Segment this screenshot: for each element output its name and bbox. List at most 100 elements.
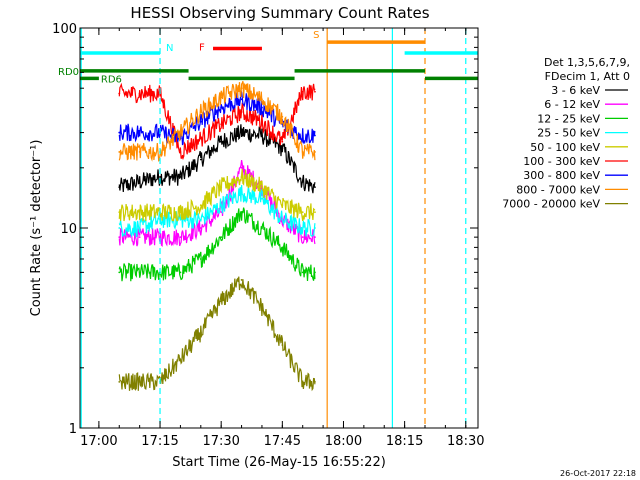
- series-800-7000-kev-point: [314, 151, 316, 153]
- series-7000-20000-kev-point: [179, 358, 182, 361]
- footer-date: 26-Oct-2017 22:18: [560, 469, 636, 478]
- series-7000-20000-kev-point: [281, 344, 284, 346]
- series-12-25-kev-point: [199, 258, 202, 260]
- series-25-50-kev-point: [301, 227, 304, 229]
- series-12-25-kev-point: [240, 211, 243, 214]
- legend-entry-label: 50 - 100 keV: [530, 141, 600, 154]
- series-3-6-kev-point: [314, 186, 316, 189]
- series-3-6-kev-point: [261, 134, 263, 137]
- legend-entry-label: 7000 - 20000 keV: [502, 198, 600, 211]
- series-25-50-kev-point: [199, 218, 202, 221]
- axis-layer: 17:00 17:15 17:30 17:45 18:00 18:15 18:30 1 10 10…: [52, 22, 484, 449]
- series-50-100-kev-point: [314, 211, 316, 214]
- series-25-50-kev-point: [281, 218, 284, 221]
- legend-entry-label: 25 - 50 keV: [537, 127, 600, 140]
- series-100-300-kev-point: [199, 137, 202, 140]
- series-6-12-kev-point: [240, 166, 243, 169]
- series-300-800-kev-point: [301, 134, 304, 137]
- x-tick-label: 17:45: [264, 434, 301, 449]
- series-50-100-kev-point: [138, 211, 141, 214]
- series-12-25-kev-point: [281, 246, 284, 249]
- flag-label-f: F: [199, 42, 205, 53]
- x-tick-label: 18:15: [386, 434, 423, 449]
- series-3-6-kev-point: [179, 176, 182, 178]
- x-tick-label: 17:30: [202, 434, 239, 449]
- series-100-300-kev-point: [118, 92, 121, 95]
- x-tick-label: 17:00: [80, 434, 117, 449]
- series-3-6-kev-point: [301, 181, 304, 183]
- series-3-6-kev-point: [220, 140, 223, 143]
- series-7000-20000-kev-point: [118, 381, 121, 383]
- series-6-12-kev-point: [159, 236, 161, 239]
- series-100-300-kev-point: [301, 90, 304, 93]
- series-50-100-kev-point: [220, 186, 223, 189]
- series-800-7000-kev-point: [118, 151, 121, 153]
- flag-label-rd0: RD0: [58, 67, 79, 78]
- series-7000-20000-kev-point: [240, 279, 243, 281]
- series-25-50-kev-point: [240, 191, 243, 194]
- series-800-7000-kev-point: [220, 96, 223, 99]
- series-800-7000-kev-point: [281, 115, 284, 118]
- series-3-6-kev-point: [199, 158, 202, 161]
- series-50-100-kev-point: [179, 211, 182, 214]
- series-7000-20000-kev-point: [314, 381, 316, 383]
- series-50-100-kev-point: [261, 186, 263, 189]
- series-25-50-kev-point: [179, 218, 182, 221]
- y-axis-label: Count Rate (s⁻¹ detector⁻¹): [29, 140, 44, 317]
- series-25-50-kev-point: [220, 204, 223, 207]
- series-300-800-kev-point: [261, 106, 263, 109]
- series-800-7000-kev-point: [138, 151, 141, 153]
- x-tick-label: 18:30: [447, 434, 484, 449]
- legend-entry-label: 3 - 6 keV: [551, 84, 600, 97]
- series-100-300-kev-point: [179, 151, 182, 153]
- series-300-800-kev-point: [199, 120, 202, 123]
- series-7000-20000-kev-point: [199, 331, 202, 334]
- series-3-6-kev-point: [118, 186, 121, 189]
- series-25-50-kev-point: [138, 227, 141, 229]
- series-300-800-kev-point: [138, 131, 141, 134]
- legend-entry-label: 12 - 25 keV: [537, 112, 600, 125]
- series-800-7000-kev-point: [179, 131, 182, 134]
- series-7000-20000-kev-point: [261, 306, 263, 309]
- series-3-6-kev-point: [159, 176, 161, 178]
- series-100-300-kev-point: [261, 120, 263, 123]
- series-6-12-kev-point: [179, 236, 182, 239]
- series-6-12-kev-point: [199, 227, 202, 229]
- series-3-6-kev-point: [281, 147, 284, 150]
- series-12-25-kev-point: [118, 271, 121, 274]
- series-800-7000-kev-point: [301, 151, 304, 153]
- series-6-12-kev-line: [118, 160, 316, 247]
- series-100-300-kev-point: [240, 111, 243, 113]
- series-50-100-kev-point: [240, 176, 243, 178]
- series-6-12-kev-point: [118, 236, 121, 239]
- series-12-25-kev-point: [261, 227, 263, 229]
- series-3-6-kev-point: [240, 131, 243, 134]
- flag-label-rd6: RD6: [101, 74, 122, 85]
- series-800-7000-kev-line: [118, 81, 316, 162]
- series-12-25-kev-point: [314, 271, 316, 274]
- series-3-6-kev-line: [118, 124, 316, 194]
- series-800-7000-kev-point: [240, 87, 243, 90]
- series-12-25-kev-point: [301, 271, 304, 274]
- series-300-800-kev-point: [314, 134, 316, 137]
- legend-entry-label: 6 - 12 keV: [544, 98, 600, 111]
- series-25-50-kev-line: [118, 185, 316, 238]
- series-25-50-kev-point: [118, 227, 121, 229]
- series-50-100-kev-point: [118, 211, 121, 214]
- legend-entry-label: 800 - 7000 keV: [516, 183, 600, 196]
- series-6-12-kev-point: [138, 236, 141, 239]
- legend-header-line: Det 1,3,5,6,7,9,: [544, 56, 630, 69]
- series-50-100-kev-line: [118, 168, 316, 222]
- series-12-25-kev-point: [179, 271, 182, 274]
- flag-layer: N S F RD0 RD6: [58, 28, 478, 428]
- series-6-12-kev-point: [301, 236, 304, 239]
- series-300-800-kev-point: [240, 98, 243, 101]
- x-axis-label: Start Time (26-May-15 16:55:22): [172, 455, 386, 470]
- series-50-100-kev-point: [199, 204, 202, 207]
- legend-header-line: FDecim 1, Att 0: [545, 70, 630, 83]
- x-tick-label: 18:00: [325, 434, 362, 449]
- series-800-7000-kev-point: [199, 111, 202, 113]
- y-tick-label: 100: [52, 22, 77, 37]
- chart-title: HESSI Observing Summary Count Rates: [130, 4, 429, 22]
